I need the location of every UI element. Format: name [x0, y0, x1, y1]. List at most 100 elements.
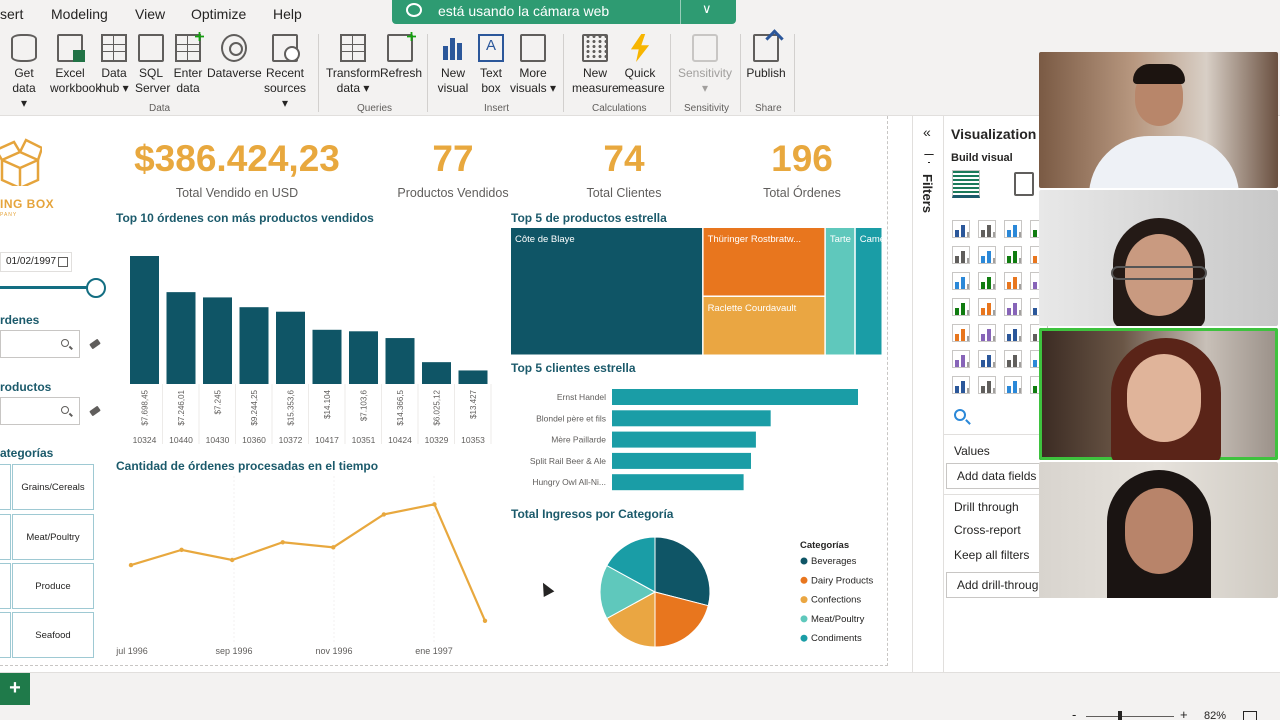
line-point[interactable]: [229, 557, 235, 563]
category-tile-partial[interactable]: [0, 563, 11, 609]
visual-type-icon[interactable]: [978, 350, 996, 368]
sql-server-button[interactable]: SQL Server: [135, 34, 170, 96]
calendar-icon[interactable]: [58, 257, 68, 267]
treemap-tile[interactable]: [511, 228, 703, 355]
search-icon[interactable]: [954, 409, 966, 421]
visual-type-icon[interactable]: [952, 246, 970, 264]
slicer-ordenes-search[interactable]: [0, 330, 80, 358]
bar-10372[interactable]: [276, 311, 305, 384]
visual-type-icon[interactable]: [978, 376, 996, 394]
fit-to-page-icon[interactable]: [1243, 711, 1257, 720]
category-tile-partial[interactable]: [0, 464, 11, 510]
menu-optimize[interactable]: Optimize: [191, 6, 247, 22]
pie-legend-label[interactable]: Condiments: [811, 633, 862, 644]
video-participant-4[interactable]: [1039, 462, 1278, 598]
visual-type-icon[interactable]: [1004, 220, 1022, 238]
line-point[interactable]: [381, 512, 387, 517]
pie-slice[interactable]: [599, 564, 657, 620]
date-filter-input[interactable]: 01/02/1997: [0, 252, 72, 272]
date-slider-track[interactable]: [0, 286, 96, 289]
category-tile-meat[interactable]: Meat/Poultry: [12, 514, 94, 560]
pie-slice[interactable]: [654, 536, 711, 607]
pie-legend-label[interactable]: Confections: [811, 595, 861, 606]
visual-type-icon[interactable]: [1004, 272, 1022, 290]
new-visual-button[interactable]: New visual: [436, 34, 470, 96]
bar-10440[interactable]: [166, 292, 196, 384]
pie-slice[interactable]: [654, 591, 709, 648]
quick-measure-button[interactable]: Quick measure: [618, 34, 665, 96]
dataverse-button[interactable]: Dataverse: [207, 34, 262, 81]
treemap-tile[interactable]: [703, 228, 825, 296]
keep-all-filters-toggle[interactable]: Keep all filters: [954, 548, 1030, 562]
video-participant-1[interactable]: [1039, 52, 1278, 188]
hbar-bar[interactable]: [612, 431, 756, 448]
visual-type-icon[interactable]: [1004, 376, 1022, 394]
pie-slice[interactable]: [606, 591, 656, 648]
visual-type-icon[interactable]: [978, 246, 996, 264]
bar-10353[interactable]: [458, 370, 488, 384]
bar-10360[interactable]: [239, 307, 269, 384]
recent-sources-button[interactable]: Recent sources ▾: [260, 34, 310, 111]
top-orders-bar-chart[interactable]: $7.698,45 10324 $7.246,01 10440 $7.245 10430 $…: [116, 236, 496, 446]
data-hub-button[interactable]: Data hub ▾: [98, 34, 130, 96]
pie-legend-label[interactable]: Meat/Poultry: [811, 614, 865, 625]
refresh-button[interactable]: Refresh: [380, 34, 422, 81]
video-participant-3-active-speaker[interactable]: [1039, 328, 1278, 460]
line-point[interactable]: [280, 540, 285, 545]
hbar-bar[interactable]: [612, 452, 751, 469]
revenue-by-category-pie-chart[interactable]: Categorías Beverages Dairy Products Confect…: [511, 524, 883, 662]
enter-data-button[interactable]: Enter data: [172, 34, 204, 96]
bar-10351[interactable]: [349, 331, 378, 384]
top-clients-bar-chart[interactable]: Ernst Handel Blondel père et fils Mère Pai…: [511, 386, 883, 498]
visual-type-icon[interactable]: [978, 272, 996, 290]
treemap-tile[interactable]: [703, 296, 825, 355]
zoom-out-button[interactable]: -: [1072, 707, 1077, 720]
zoom-slider-track[interactable]: [1086, 716, 1174, 717]
treemap-tile[interactable]: [825, 228, 855, 355]
top-products-treemap[interactable]: Côte de Blaye Thüringer Rostbratw... Racle…: [511, 228, 883, 356]
visual-type-icon[interactable]: [978, 220, 996, 238]
collapse-chevron-icon[interactable]: «: [923, 124, 931, 140]
format-visual-tab-icon[interactable]: [1014, 172, 1034, 196]
visual-type-icon[interactable]: [1004, 298, 1022, 316]
add-data-fields-well[interactable]: Add data fields h: [946, 463, 1042, 489]
cross-report-toggle[interactable]: Cross-report: [954, 523, 1021, 537]
visual-type-icon[interactable]: [952, 272, 970, 290]
visual-type-icon[interactable]: [952, 350, 970, 368]
bar-10430[interactable]: [203, 297, 232, 384]
publish-button[interactable]: Publish: [746, 34, 786, 81]
new-measure-button[interactable]: New measure: [572, 34, 619, 96]
filters-pane[interactable]: « Filters: [912, 116, 944, 672]
get-data-button[interactable]: Get data ▾: [8, 34, 40, 111]
orders-series-line[interactable]: [130, 503, 487, 622]
menu-view[interactable]: View: [135, 6, 166, 22]
build-visual-tab-icon[interactable]: [952, 170, 980, 198]
visual-type-icon[interactable]: [1004, 324, 1022, 342]
slicer-productos-search[interactable]: [0, 397, 80, 425]
visual-type-icon[interactable]: [978, 298, 996, 316]
menu-help[interactable]: Help: [273, 6, 302, 22]
bar-10329[interactable]: [422, 362, 451, 384]
zoom-level[interactable]: 82%: [1204, 710, 1227, 720]
eraser-icon[interactable]: [89, 338, 101, 350]
visual-type-icon[interactable]: [952, 324, 970, 342]
menu-insert[interactable]: sert: [0, 6, 24, 22]
report-page[interactable]: ING BOX PANY $386.424,23 Total Vendido e…: [0, 116, 888, 666]
date-slider-handle[interactable]: [86, 278, 106, 298]
line-point[interactable]: [482, 618, 488, 623]
bar-10424[interactable]: [385, 338, 415, 384]
bar-10324[interactable]: [130, 256, 159, 384]
zoom-slider-handle[interactable]: [1118, 711, 1122, 720]
bar-10417[interactable]: [312, 329, 342, 384]
visual-type-icon[interactable]: [1004, 350, 1022, 368]
add-drill-through-well[interactable]: Add drill-throug: [946, 572, 1042, 598]
eraser-icon[interactable]: [89, 405, 101, 417]
hbar-bar[interactable]: [612, 474, 744, 491]
visual-type-icon[interactable]: [952, 220, 970, 238]
visual-type-icon[interactable]: [978, 324, 996, 342]
transform-data-button[interactable]: Transform data ▾: [326, 34, 380, 96]
category-tile-seafood[interactable]: Seafood: [12, 612, 94, 658]
add-page-button[interactable]: +: [0, 673, 30, 705]
text-box-button[interactable]: Text box: [474, 34, 508, 96]
zoom-in-button[interactable]: +: [1180, 707, 1188, 720]
